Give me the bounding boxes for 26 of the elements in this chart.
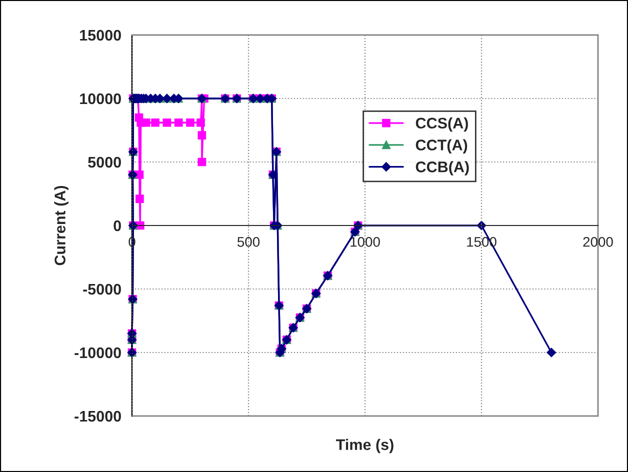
point [136,194,144,203]
point [151,118,160,127]
point [546,348,556,358]
x-axis-title: Time (s) [336,438,394,454]
point [196,118,205,127]
legend-label: CCT(A) [416,139,468,154]
x-tick-label: 2000 [583,236,613,247]
point [162,118,172,127]
legend-label: CCS(A) [416,117,468,132]
x-tick-label: 500 [237,236,260,247]
legend-label: CCB(A) [416,161,469,176]
point [142,118,150,127]
x-tick-label: 1000 [350,236,380,247]
point [198,131,206,140]
y-axis-title: Current (A) [54,186,68,266]
point [174,118,183,127]
y-tick-label: -10000 [74,347,121,358]
point [198,158,206,166]
y-tick-label: 5000 [88,156,121,168]
y-tick-label: 15000 [80,30,121,41]
y-tick-label: -15000 [74,410,121,422]
y-tick-label: -5000 [83,284,121,295]
y-tick-label: 10000 [80,93,121,104]
point [135,170,144,179]
y-tick-label: 0 [114,220,121,232]
point [186,118,194,127]
